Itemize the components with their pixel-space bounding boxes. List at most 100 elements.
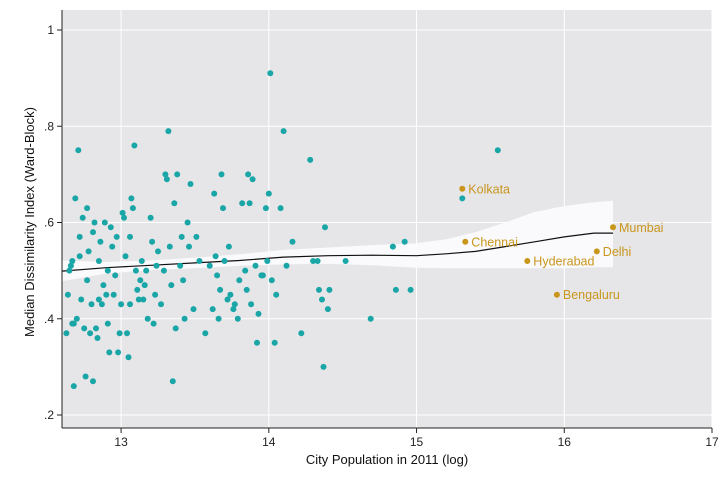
data-point xyxy=(246,200,253,207)
data-point xyxy=(298,330,305,337)
data-point xyxy=(95,296,102,303)
data-point xyxy=(289,238,296,245)
data-point xyxy=(155,248,161,255)
city-point xyxy=(553,291,560,298)
data-point xyxy=(181,315,188,322)
data-point xyxy=(66,267,73,274)
data-point xyxy=(209,306,216,313)
data-point xyxy=(264,258,271,264)
data-point xyxy=(320,363,327,370)
data-point xyxy=(271,339,278,346)
y-tick-label: .4 xyxy=(44,312,54,326)
data-point xyxy=(236,277,243,284)
data-point xyxy=(138,258,145,264)
data-point xyxy=(128,195,135,202)
data-point xyxy=(122,253,129,260)
data-point xyxy=(103,291,110,298)
data-point xyxy=(242,267,249,274)
smoother-line xyxy=(61,232,613,272)
data-point xyxy=(90,229,96,236)
data-point xyxy=(131,142,138,149)
data-point xyxy=(94,335,101,341)
data-point xyxy=(104,320,111,327)
data-point xyxy=(72,195,79,202)
data-point xyxy=(245,171,252,178)
data-point xyxy=(234,315,241,322)
data-point xyxy=(134,286,141,293)
data-point xyxy=(91,219,98,226)
y-axis: .2 .4 .6 .8 1 xyxy=(44,10,63,428)
data-point xyxy=(84,205,91,212)
data-point xyxy=(78,296,85,303)
data-points xyxy=(63,70,501,390)
data-point xyxy=(163,176,170,183)
data-point xyxy=(121,214,127,221)
y-axis-title: Median Dissimilarity Index (Ward-Block) xyxy=(22,107,37,337)
data-point xyxy=(141,282,148,289)
data-point xyxy=(169,378,176,385)
city-point xyxy=(610,224,616,231)
y-tick-label: .8 xyxy=(44,119,54,133)
data-point xyxy=(171,200,178,207)
data-point xyxy=(224,296,231,303)
data-point xyxy=(277,205,284,212)
data-point xyxy=(324,306,331,313)
city-label: Mumbai xyxy=(619,221,663,235)
data-point xyxy=(221,258,228,264)
city-point xyxy=(459,185,466,192)
data-point xyxy=(95,258,102,264)
data-point xyxy=(85,248,92,255)
data-point xyxy=(64,291,71,298)
data-point xyxy=(127,233,133,240)
data-point xyxy=(87,330,94,337)
data-point xyxy=(82,373,89,380)
data-point xyxy=(100,282,107,289)
data-point xyxy=(160,267,167,274)
data-point xyxy=(88,301,95,308)
data-point xyxy=(218,171,225,178)
data-point xyxy=(273,291,280,298)
data-point xyxy=(215,315,222,322)
data-point xyxy=(177,262,184,269)
data-point xyxy=(178,233,185,240)
city-label: Hyderabad xyxy=(533,255,594,269)
data-point xyxy=(254,339,260,346)
data-point xyxy=(280,128,287,135)
data-point xyxy=(107,224,114,231)
data-point xyxy=(109,243,116,250)
data-point xyxy=(84,277,91,284)
data-point xyxy=(367,315,374,322)
data-point xyxy=(230,306,237,313)
x-axis-title: City Population in 2011 (log) xyxy=(306,452,468,467)
data-point xyxy=(316,286,322,293)
data-point xyxy=(259,272,266,279)
data-point xyxy=(310,258,317,264)
city-point xyxy=(462,238,469,245)
city-label: Bengaluru xyxy=(563,288,620,302)
data-point xyxy=(239,200,246,207)
data-point xyxy=(193,233,200,240)
data-point xyxy=(459,195,466,202)
data-point xyxy=(110,291,117,298)
data-point xyxy=(248,301,255,308)
smoother-line-group xyxy=(61,232,613,272)
data-point xyxy=(262,205,269,212)
x-tick-label: 14 xyxy=(262,435,276,449)
data-point xyxy=(125,354,132,361)
data-point xyxy=(152,291,159,298)
data-point xyxy=(106,349,113,356)
data-point xyxy=(149,238,156,245)
data-point xyxy=(196,258,203,264)
data-point xyxy=(307,156,314,163)
x-tick-label: 16 xyxy=(558,435,572,449)
data-point xyxy=(322,224,328,231)
data-point xyxy=(81,325,88,332)
data-point xyxy=(113,233,120,240)
data-point xyxy=(326,286,333,293)
city-point xyxy=(593,248,600,255)
data-point xyxy=(119,209,126,216)
data-point xyxy=(211,190,218,197)
highlighted-cities: Kolkata Chennai Mumbai Delhi Hyderabad Bengal… xyxy=(459,182,663,302)
data-point xyxy=(97,238,104,245)
